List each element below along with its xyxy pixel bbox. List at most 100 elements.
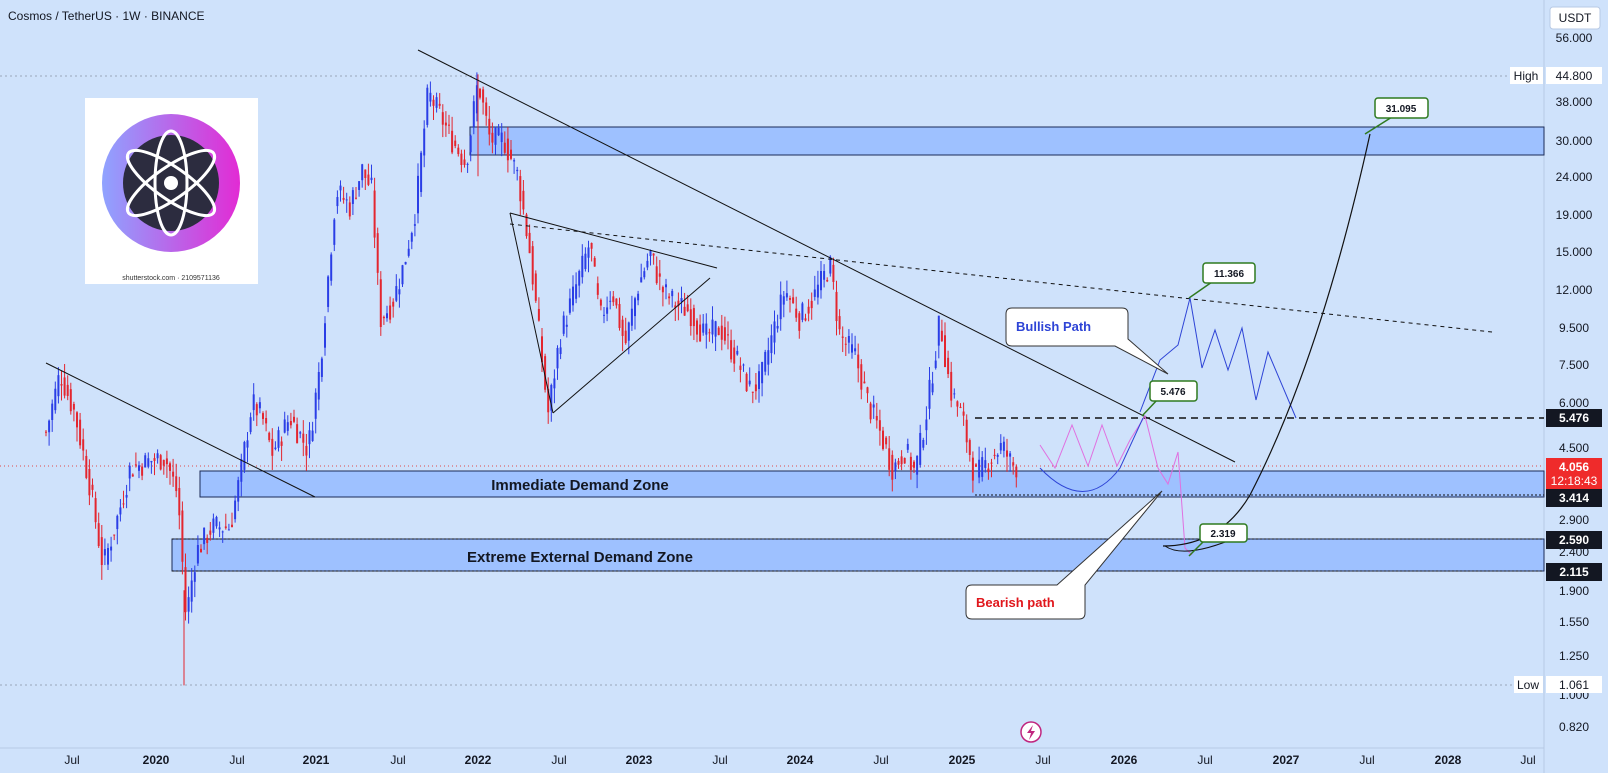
- candle-down: [1015, 466, 1018, 478]
- candle-down: [798, 313, 801, 331]
- time-tick-label: 2021: [303, 753, 330, 767]
- candle-down: [63, 377, 66, 396]
- candle-down: [795, 308, 798, 318]
- candle-down: [131, 474, 134, 477]
- candle-down: [522, 190, 525, 210]
- candle-down: [686, 304, 689, 312]
- candle-up: [999, 442, 1002, 451]
- candle-up: [764, 351, 767, 372]
- candle-down: [677, 300, 680, 306]
- candle-up: [773, 321, 776, 343]
- candle-down: [844, 343, 847, 345]
- candle-down: [485, 102, 488, 116]
- time-tick-label: Jul: [1359, 753, 1374, 767]
- candle-up: [413, 224, 416, 226]
- candle-down: [231, 524, 233, 528]
- candle-up: [550, 384, 553, 411]
- tag-2115-bg: [1546, 563, 1602, 581]
- time-tick-label: Jul: [64, 753, 79, 767]
- candle-down: [537, 308, 540, 321]
- price-scale-panel[interactable]: [1544, 0, 1608, 773]
- candle-up: [705, 323, 708, 335]
- target-11-box[interactable]: [1202, 262, 1256, 284]
- candle-up: [234, 500, 237, 520]
- candle-down: [674, 305, 677, 308]
- candle-up: [138, 465, 140, 471]
- time-tick-label: Jul: [873, 753, 888, 767]
- currency-button[interactable]: [1549, 6, 1601, 30]
- target-5-pointer: [1141, 398, 1159, 417]
- bullish-callout-text: Bullish Path: [1016, 319, 1091, 334]
- candle-down: [804, 318, 807, 321]
- candle-up: [575, 284, 578, 299]
- time-tick-label: Jul: [229, 753, 244, 767]
- tag-2590-bg: [1546, 531, 1602, 549]
- chart-title: Cosmos / TetherUS · 1W · BINANCE: [8, 9, 205, 23]
- candle-down: [990, 462, 993, 464]
- candle-up: [748, 380, 751, 385]
- trendline-2019: [45, 362, 316, 498]
- time-axis-ticks: Jul 2020 Jul 2021 Jul 2022 Jul 2023 Jul 2024 Jul 20…: [64, 753, 1535, 767]
- candle-down: [810, 300, 813, 309]
- candle-up: [193, 572, 196, 582]
- candle-up: [559, 347, 562, 355]
- candle-up: [785, 293, 788, 298]
- target-5-box[interactable]: [1149, 380, 1198, 402]
- candle-down: [807, 306, 810, 314]
- price-tick-label: 30.000: [1556, 134, 1593, 148]
- candle-down: [950, 371, 953, 401]
- candle-up: [782, 296, 785, 305]
- bullish-callout[interactable]: Bullish Path: [1005, 307, 1169, 375]
- candle-down: [612, 296, 615, 303]
- candle-up: [553, 378, 556, 389]
- candle-down: [888, 448, 891, 470]
- immediate-demand-label: Immediate Demand Zone: [491, 477, 669, 494]
- target-31-box[interactable]: [1374, 97, 1429, 119]
- candle-down: [658, 273, 661, 277]
- candle-down: [599, 299, 602, 306]
- candle-up: [646, 260, 649, 268]
- candle-down: [965, 419, 968, 443]
- price-tick-label: 1.250: [1559, 649, 1589, 663]
- candle-up: [816, 284, 819, 298]
- candle-up: [107, 548, 109, 565]
- candle-down: [720, 325, 723, 340]
- candle-down: [454, 140, 457, 147]
- candles: [45, 72, 1018, 686]
- candle-up: [361, 164, 364, 181]
- candle-down: [708, 332, 711, 334]
- candle-down: [265, 418, 268, 424]
- candle-up: [634, 298, 636, 317]
- candle-up: [103, 549, 106, 556]
- logo-orbit-1: [125, 148, 217, 218]
- immediate-demand-zone: [199, 470, 1545, 498]
- candle-up: [937, 315, 940, 346]
- candle-down: [1012, 462, 1015, 466]
- candle-down: [255, 404, 258, 416]
- candle-down: [113, 534, 116, 536]
- candle-down: [891, 454, 894, 480]
- candle-up: [407, 248, 410, 256]
- candle-down: [699, 324, 702, 342]
- candle-down: [596, 283, 599, 295]
- candle-down: [841, 336, 844, 338]
- candle-up: [630, 308, 633, 326]
- candle-down: [302, 433, 305, 443]
- current-price-bg: [1546, 458, 1602, 490]
- candle-up: [776, 325, 779, 329]
- candle-down: [60, 384, 63, 386]
- candle-down: [503, 142, 506, 153]
- candle-down: [826, 279, 829, 282]
- candle-up: [311, 430, 314, 441]
- target-2-box[interactable]: [1199, 523, 1248, 543]
- candle-up: [925, 419, 928, 431]
- candle-down: [1006, 450, 1008, 457]
- candle-down: [987, 468, 990, 473]
- bearish-callout[interactable]: Bearish path: [965, 490, 1163, 620]
- candle-down: [832, 264, 835, 282]
- candle-up: [978, 459, 981, 478]
- candle-down: [875, 415, 878, 421]
- candle-up: [472, 101, 475, 127]
- candle-up: [572, 286, 574, 306]
